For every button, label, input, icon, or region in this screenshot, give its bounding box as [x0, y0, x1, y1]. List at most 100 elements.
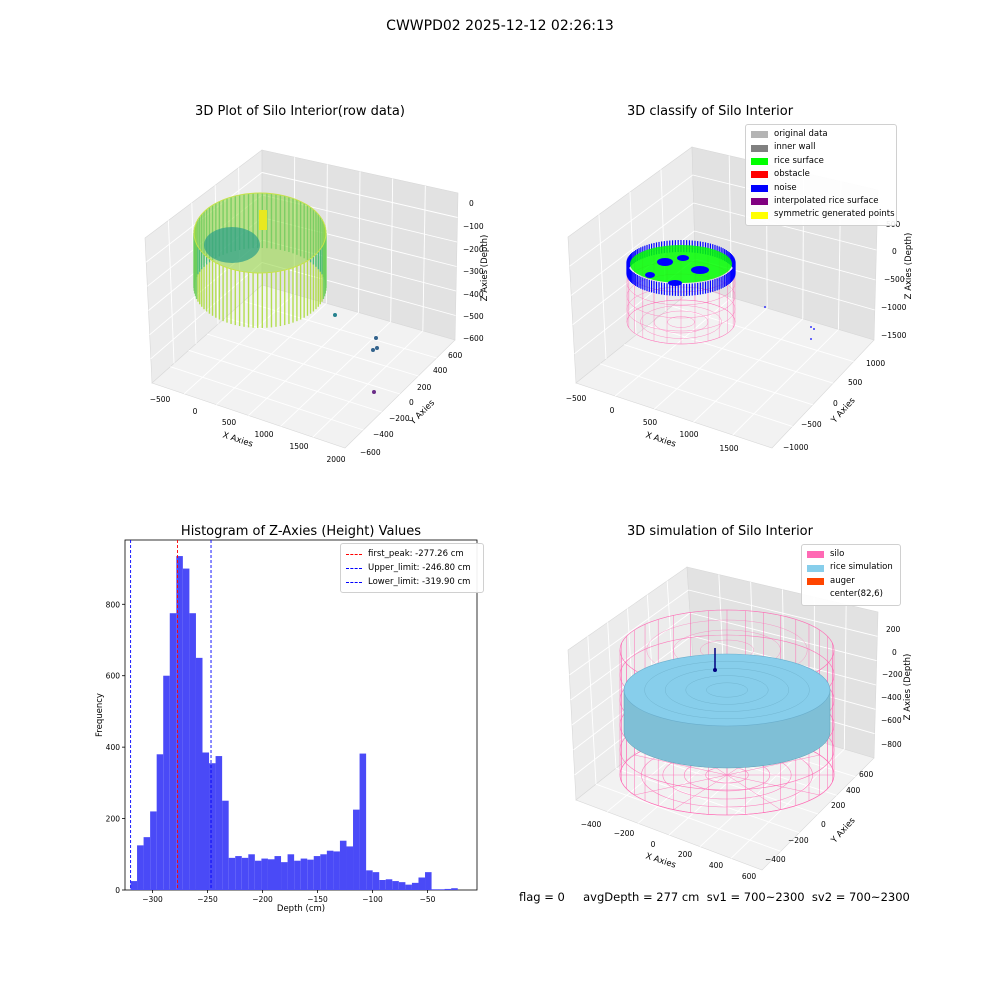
- histogram-bar: [444, 888, 452, 890]
- histogram-bar: [320, 854, 327, 890]
- legend-entry-center: center(82,6): [807, 588, 895, 601]
- silo-floor-spoke: [673, 774, 728, 810]
- histogram-bar: [189, 613, 196, 890]
- plot2-ytick: −500: [801, 420, 822, 429]
- plot2-ytick: −1000: [783, 443, 809, 452]
- stray-noise-point: [764, 306, 766, 308]
- plot4-ytick: −200: [788, 836, 809, 845]
- histogram-bar: [451, 888, 458, 890]
- histogram-bar: [176, 556, 183, 890]
- legend-swatch: [807, 578, 824, 586]
- plot4-xtick: 600: [742, 872, 757, 881]
- plot1-ytick: 400: [433, 366, 448, 375]
- legend-swatch: [751, 184, 768, 192]
- legend-entry-auger: auger: [807, 575, 895, 588]
- histogram-bar: [431, 889, 439, 890]
- silo-floor-spoke: [726, 774, 820, 796]
- plot4-ztick: 200: [886, 625, 901, 634]
- histogram-bar: [392, 881, 399, 890]
- gridline: [248, 312, 359, 416]
- histogram-x-ticks: −300 −250 −200 −150 −100 −50: [142, 890, 436, 904]
- histogram-bar: [261, 858, 268, 890]
- legend-swatch: [751, 158, 768, 166]
- histogram-bar: [241, 857, 249, 890]
- legend-line-swatch: [346, 581, 362, 583]
- legend-entry-noise: noise: [751, 182, 891, 195]
- gridline: [569, 589, 689, 676]
- status-line: flag = 0 avgDepth = 277 cm sv1 = 700~230…: [519, 890, 910, 904]
- plot1-ztick: −200: [463, 245, 484, 254]
- legend-entry-original-data: original data: [751, 128, 891, 141]
- plot1-ztick: 0: [469, 199, 474, 208]
- x-tick-label: −200: [252, 895, 273, 904]
- histogram-bar: [169, 613, 177, 890]
- plot4-xtick: −400: [581, 820, 602, 829]
- legend-swatch: [807, 551, 824, 559]
- histogram-bar: [137, 845, 144, 890]
- noise-points: [677, 255, 689, 261]
- gridline: [598, 214, 607, 360]
- plot4-ztick: 0: [892, 648, 897, 657]
- plot1-gridlines: [145, 157, 458, 438]
- plot1-xtick: 2000: [326, 455, 345, 464]
- plot2-ztick: −500: [884, 275, 905, 284]
- plot1-ztick: −600: [463, 334, 484, 343]
- x-tick-label: −250: [197, 895, 218, 904]
- plot1-xtick: 1000: [254, 430, 273, 439]
- histogram-bar: [215, 756, 223, 890]
- silo-floor-ring: [667, 316, 695, 328]
- gridline: [569, 174, 694, 267]
- stray-noise-point: [810, 338, 812, 340]
- plot4-x-label: X Axies: [644, 851, 677, 870]
- plot4-xtick: 0: [651, 840, 656, 849]
- histogram-threshold-lines: [130, 540, 212, 890]
- silo-floor-spoke: [634, 754, 728, 776]
- y-tick-label: 200: [106, 815, 121, 824]
- histogram-bar: [156, 754, 164, 890]
- histogram-bar: [425, 872, 432, 890]
- histogram-bar: [372, 872, 380, 890]
- noise-points: [691, 266, 709, 274]
- histogram-bars: [130, 556, 458, 890]
- histogram-bar: [353, 809, 360, 890]
- gridline: [730, 748, 845, 859]
- legend-swatch: [751, 198, 768, 206]
- histogram-bar: [398, 882, 406, 890]
- histogram-bar: [163, 675, 170, 890]
- plot1-z-ticks: 0 −100 −200 −300 −400 −500 −600: [463, 199, 484, 343]
- x-tick-label: −300: [142, 895, 163, 904]
- surface-peak: [259, 210, 267, 230]
- silo-floor-ring: [640, 305, 722, 339]
- gridline: [623, 344, 813, 406]
- gridline: [647, 324, 834, 384]
- plot3-title: Histogram of Z-Axies (Height) Values: [180, 524, 422, 539]
- gridline: [689, 612, 877, 662]
- plot1-x-ticks: −500 0 500 1000 1500 2000: [150, 395, 346, 464]
- plot4-3d-simulation: −400 −200 0 200 400 600 −400 −200 0 200 …: [567, 566, 913, 881]
- histogram-bar: [405, 884, 412, 890]
- x-tick-label: −50: [420, 895, 436, 904]
- outlier-point: [375, 346, 379, 350]
- plot4-xtick: 400: [709, 861, 724, 870]
- histogram-bar: [307, 859, 314, 890]
- plot1-ztick: −100: [463, 222, 484, 231]
- plot2-ytick: 500: [848, 378, 863, 387]
- histogram-bar: [267, 859, 275, 890]
- legend-entry-interpolated-rice-surface: interpolated rice surface: [751, 195, 891, 208]
- histogram-bar: [235, 856, 242, 890]
- y-tick-label: 0: [115, 886, 120, 895]
- plot2-xtick: 500: [643, 418, 658, 427]
- plot2-3d-classify: −500 0 500 1000 1500 −1000 −500 0 500 10…: [566, 146, 914, 453]
- gridline: [261, 262, 456, 316]
- plot4-y-label: Y Axies: [829, 815, 858, 846]
- plot1-ztick: −500: [463, 312, 484, 321]
- stray-noise-point: [810, 326, 812, 328]
- legend-swatch: [751, 211, 768, 219]
- gridline: [660, 169, 667, 312]
- silo-floor-spoke: [634, 774, 728, 796]
- outlier-point: [372, 390, 376, 394]
- histogram-bar: [254, 860, 262, 890]
- plot4-x-ticks: −400 −200 0 200 400 600: [581, 820, 757, 881]
- plot1-ytick: 200: [417, 383, 432, 392]
- histogram-bar: [418, 877, 426, 890]
